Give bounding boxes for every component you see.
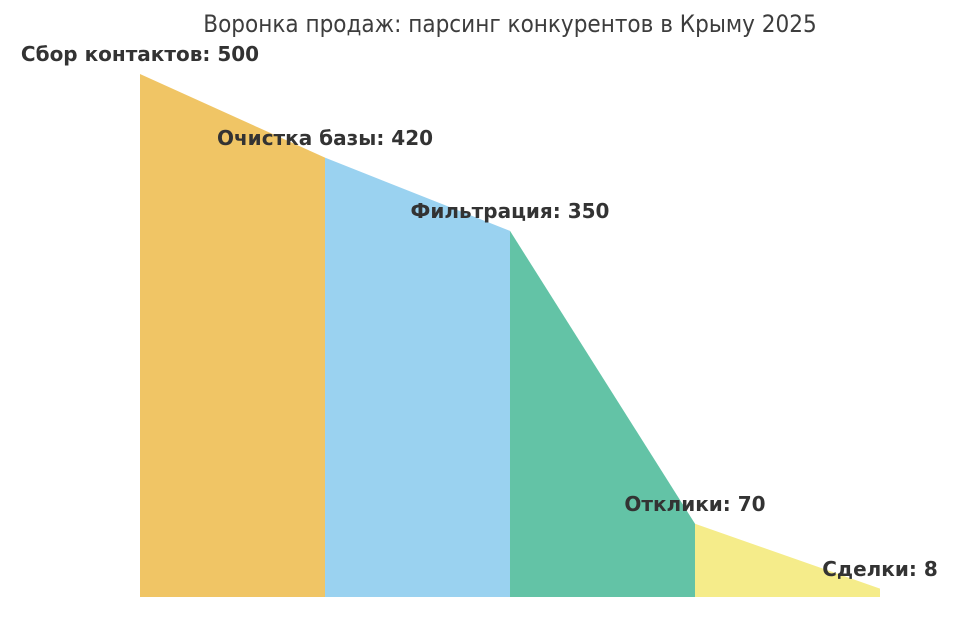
funnel-segment-4 [695,523,880,597]
stage-label-otkliki: Отклики: 70 [624,491,766,516]
funnel-segment-3 [510,230,695,597]
chart-title: Воронка продаж: парсинг конкурентов в Кр… [203,10,817,38]
stage-label-sdelki: Сделки: 8 [822,556,938,581]
stage-label-sbor-kontaktov: Сбор контактов: 500 [20,42,260,66]
stage-label-ochistka-bazy: Очистка базы: 420 [216,125,434,150]
stage-label-filtratsiya: Фильтрация: 350 [410,198,610,223]
funnel-segment-2 [325,157,510,597]
funnel-segment-1 [140,74,325,597]
